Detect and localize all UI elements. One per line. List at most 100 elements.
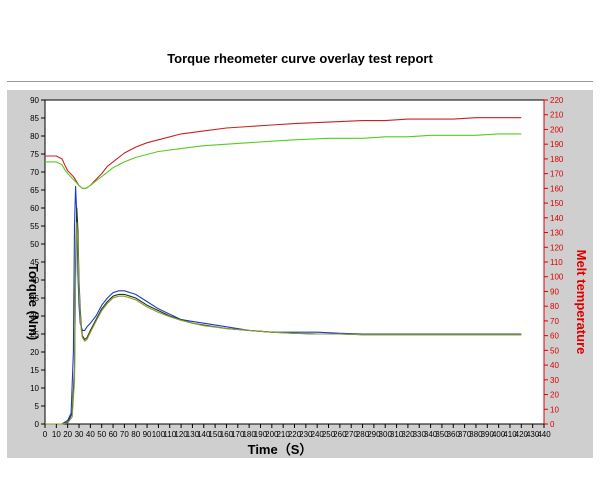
y-left-tick-label: 40 — [30, 276, 39, 285]
y-right-tick-label: 60 — [550, 332, 559, 341]
x-axis: 0 10 20 30 40 50 60 70 80 90 100110120130140150160… — [43, 424, 551, 439]
plot-background — [44, 99, 545, 425]
torque-rheometer-chart: 0 5 10 15 20 25 30 35 40 45 50 55 60 65 70 75 80 85 90 0 10… — [26, 96, 589, 457]
y-left-tick-label: 55 — [30, 222, 39, 231]
x-tick-label: 10 — [52, 430, 61, 439]
x-tick-label: 0 — [43, 430, 48, 439]
y-right-tick-label: 40 — [550, 361, 559, 370]
x-tick-label: 270 — [345, 430, 359, 439]
y-right-tick-label: 160 — [550, 184, 564, 193]
x-tick-label: 200 — [265, 430, 279, 439]
y-right-tick-label: 130 — [550, 229, 564, 238]
x-tick-label: 110 — [163, 430, 176, 439]
y-left-tick-label: 30 — [30, 312, 39, 321]
x-tick-label: 310 — [390, 430, 404, 439]
x-tick-label: 170 — [231, 430, 245, 439]
y-right-tick-label: 90 — [550, 287, 559, 296]
x-tick-label: 410 — [503, 430, 517, 439]
y-axis-left-label: Torque (Nm) — [26, 264, 41, 340]
x-tick-label: 80 — [131, 430, 140, 439]
report-title: Torque rheometer curve overlay test repo… — [167, 51, 433, 66]
x-tick-label: 260 — [333, 430, 347, 439]
x-tick-label: 150 — [208, 430, 222, 439]
x-tick-label: 120 — [174, 430, 188, 439]
x-tick-label: 60 — [109, 430, 118, 439]
x-tick-label: 130 — [186, 430, 200, 439]
temperature-series-line-0 — [45, 117, 522, 189]
x-tick-label: 330 — [413, 430, 427, 439]
x-tick-label: 440 — [537, 430, 551, 439]
title-divider — [7, 81, 593, 82]
x-axis-label: Time（S） — [248, 442, 313, 457]
y-right-tick-label: 100 — [550, 273, 564, 282]
right-axis: 0 10 20 30 40 50 60 70 80 90 100 110 120 130 140 150 160… — [543, 96, 564, 429]
y-left-tick-label: 60 — [30, 204, 39, 213]
x-tick-label: 360 — [447, 430, 461, 439]
x-tick-label: 30 — [75, 430, 84, 439]
y-right-tick-label: 150 — [550, 199, 564, 208]
y-right-tick-label: 30 — [550, 376, 559, 385]
torque-series-line-4 — [45, 221, 522, 425]
y-left-tick-label: 70 — [30, 168, 39, 177]
x-tick-label: 100 — [152, 430, 166, 439]
temperature-series-line-1 — [45, 133, 522, 189]
y-right-tick-label: 170 — [550, 170, 564, 179]
x-tick-label: 240 — [311, 430, 325, 439]
y-left-tick-label: 85 — [30, 114, 39, 123]
x-tick-label: 20 — [63, 430, 72, 439]
y-left-tick-label: 25 — [30, 330, 39, 339]
x-tick-label: 230 — [299, 430, 313, 439]
y-right-tick-label: 140 — [550, 214, 564, 223]
x-tick-label: 380 — [469, 430, 483, 439]
y-right-tick-label: 120 — [550, 243, 564, 252]
y-left-tick-label: 65 — [30, 186, 39, 195]
x-tick-label: 350 — [435, 430, 449, 439]
x-tick-label: 370 — [458, 430, 472, 439]
x-tick-label: 300 — [379, 430, 393, 439]
y-left-tick-label: 5 — [35, 402, 40, 411]
y-left-tick-label: 80 — [30, 132, 39, 141]
x-tick-label: 50 — [97, 430, 106, 439]
y-left-tick-label: 10 — [30, 384, 39, 393]
x-tick-label: 190 — [254, 430, 268, 439]
x-tick-label: 290 — [367, 430, 381, 439]
y-right-tick-label: 20 — [550, 391, 559, 400]
x-tick-label: 40 — [86, 430, 95, 439]
x-tick-label: 250 — [322, 430, 336, 439]
x-tick-label: 390 — [481, 430, 495, 439]
y-left-tick-label: 75 — [30, 150, 39, 159]
y-right-tick-label: 70 — [550, 317, 559, 326]
y-left-tick-label: 20 — [30, 348, 39, 357]
y-right-tick-label: 180 — [550, 155, 564, 164]
chart-frame: 0 5 10 15 20 25 30 35 40 45 50 55 60 65 70 75 80 85 90 0 10… — [7, 90, 593, 458]
y-right-tick-label: 80 — [550, 302, 559, 311]
y-left-tick-label: 45 — [30, 258, 39, 267]
x-tick-label: 180 — [242, 430, 256, 439]
x-tick-label: 70 — [120, 430, 129, 439]
y-right-tick-label: 210 — [550, 111, 564, 120]
y-right-tick-label: 0 — [550, 420, 555, 429]
y-right-tick-label: 200 — [550, 125, 564, 134]
plot-area — [44, 99, 545, 425]
y-right-tick-label: 10 — [550, 405, 559, 414]
y-axis-right-label: Melt temperature — [574, 250, 589, 355]
y-left-tick-label: 90 — [30, 96, 39, 105]
y-left-tick-label: 50 — [30, 240, 39, 249]
x-tick-label: 280 — [356, 430, 370, 439]
y-left-tick-label: 35 — [30, 294, 39, 303]
y-left-tick-label: 0 — [35, 420, 40, 429]
y-right-tick-label: 110 — [550, 258, 563, 267]
y-right-tick-label: 50 — [550, 346, 559, 355]
y-left-tick-label: 15 — [30, 366, 39, 375]
y-right-tick-label: 220 — [550, 96, 564, 105]
x-tick-label: 320 — [401, 430, 415, 439]
x-tick-label: 210 — [276, 430, 290, 439]
x-tick-label: 340 — [424, 430, 438, 439]
x-tick-label: 160 — [220, 430, 234, 439]
y-right-tick-label: 190 — [550, 140, 564, 149]
x-tick-label: 140 — [197, 430, 211, 439]
x-tick-label: 220 — [288, 430, 302, 439]
x-tick-label: 90 — [143, 430, 152, 439]
left-axis: 0 5 10 15 20 25 30 35 40 45 50 55 60 65 70 75 80 85 90 — [30, 96, 45, 429]
x-tick-label: 420 — [515, 430, 529, 439]
